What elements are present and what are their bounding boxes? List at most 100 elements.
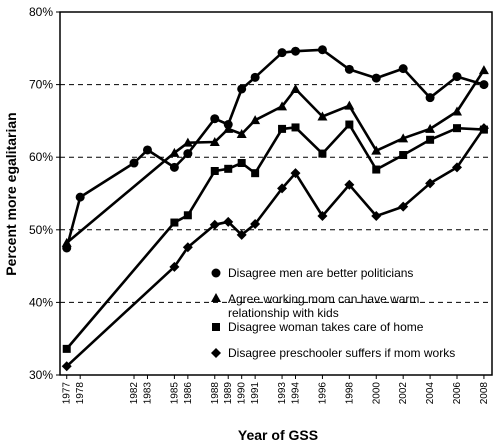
legend-label-woman-home: Disagree woman takes care of home: [228, 320, 424, 334]
legend-marker-triangle: [211, 293, 221, 302]
data-point-circle: [277, 48, 287, 58]
legend-entry-preschooler: Disagree preschooler suffers if mom work…: [211, 346, 455, 360]
plot-area-frame: [59, 11, 493, 376]
legend-marker-circle: [211, 268, 221, 278]
data-point-circle: [291, 46, 301, 56]
data-point-square: [210, 166, 219, 175]
data-point-triangle: [452, 106, 463, 116]
data-point-circle: [479, 80, 489, 90]
x-tick-label: 1988: [210, 382, 221, 405]
data-point-triangle: [371, 145, 382, 155]
series-layer: [61, 45, 489, 372]
x-tick-label: 1991: [250, 382, 261, 405]
series-line: [65, 48, 485, 249]
series-square: [62, 120, 488, 353]
data-point-square: [345, 120, 354, 129]
x-axis-title: Year of GSS: [238, 427, 318, 443]
data-point-diamond: [425, 178, 436, 189]
data-point-square: [372, 165, 381, 174]
data-point-circle: [250, 72, 260, 82]
data-point-triangle: [277, 101, 288, 111]
legend-label-preschooler: Disagree preschooler suffers if mom work…: [228, 346, 455, 360]
data-point-triangle: [169, 147, 180, 157]
data-point-triangle: [398, 133, 409, 143]
data-point-triangle: [236, 128, 247, 138]
data-point-circle: [183, 149, 193, 159]
data-point-square: [453, 124, 462, 133]
legend-marker-square: [212, 323, 220, 331]
x-tick-label: 1983: [142, 382, 153, 405]
x-tick-label: 1993: [277, 382, 288, 405]
data-point-square: [251, 169, 260, 178]
data-point-diamond: [236, 229, 247, 240]
x-tick-label: 1996: [317, 382, 328, 405]
y-tick-label: 50%: [29, 223, 53, 237]
legend-label-working-mom-line1: Agree working mom can have warm: [228, 292, 419, 306]
legend-label-working-mom-line2: relationship with kids: [228, 306, 339, 320]
x-tick-label: 1977: [62, 382, 73, 405]
x-tick-label: 2000: [371, 382, 382, 405]
x-tick-label: 1994: [291, 382, 302, 405]
y-tick-label: 70%: [29, 78, 53, 92]
data-point-circle: [129, 158, 139, 168]
legend-entry-working-mom: Agree working mom can have warm relation…: [211, 292, 419, 320]
x-tick-label: 2002: [398, 382, 409, 405]
legend-marker-diamond: [211, 348, 221, 358]
data-point-diamond: [169, 261, 180, 272]
data-point-diamond: [209, 219, 220, 230]
x-tick-label: 1990: [237, 382, 248, 405]
y-axis-ticks: 30% 40% 50% 60% 70% 80%: [29, 5, 60, 382]
x-tick-label: 1978: [75, 382, 86, 405]
legend-entry-politicians: Disagree men are better politicians: [211, 266, 413, 280]
data-point-diamond: [478, 123, 489, 134]
data-point-circle: [142, 145, 152, 155]
series-line: [65, 123, 484, 350]
data-point-triangle: [344, 100, 355, 110]
x-tick-label: 2008: [479, 382, 490, 405]
data-point-triangle: [61, 237, 72, 247]
data-point-circle: [452, 72, 462, 82]
data-point-triangle: [317, 111, 328, 121]
x-tick-label: 2004: [425, 382, 436, 405]
data-point-square: [170, 218, 179, 227]
data-point-triangle: [223, 123, 234, 133]
data-point-diamond: [344, 179, 355, 190]
data-point-square: [399, 151, 408, 160]
data-point-triangle: [290, 83, 301, 93]
legend-label-politicians: Disagree men are better politicians: [228, 266, 413, 280]
series-line: [65, 127, 485, 368]
data-point-square: [183, 211, 192, 220]
data-point-diamond: [182, 242, 193, 253]
data-point-triangle: [209, 136, 220, 146]
data-point-square: [318, 149, 327, 158]
y-tick-label: 30%: [29, 368, 53, 382]
data-point-diamond: [290, 168, 301, 179]
data-point-square: [278, 124, 287, 133]
data-point-diamond: [277, 183, 288, 194]
x-tick-label: 2006: [452, 382, 463, 405]
data-point-square: [291, 123, 300, 132]
x-tick-label: 1985: [169, 382, 180, 405]
x-tick-label: 1998: [344, 382, 355, 405]
legend: Disagree men are better politicians Agre…: [211, 266, 455, 360]
data-point-diamond: [398, 201, 409, 212]
data-point-diamond: [371, 211, 382, 222]
data-point-diamond: [452, 162, 463, 173]
data-point-square: [62, 344, 71, 353]
data-point-square: [426, 135, 435, 144]
data-point-triangle: [425, 123, 436, 133]
data-point-diamond: [61, 361, 72, 372]
data-point-circle: [75, 192, 85, 202]
y-axis-title: Percent more egalitarian: [3, 112, 19, 275]
data-point-triangle: [478, 65, 489, 75]
x-tick-label: 1986: [183, 382, 194, 405]
data-point-circle: [237, 84, 247, 94]
x-tick-label: 1982: [129, 382, 140, 405]
legend-entry-woman-home: Disagree woman takes care of home: [212, 320, 424, 334]
gridlines: [60, 84, 492, 303]
x-axis-ticks: 1977 1978 1982 1983 1985 1986 1988 1989 1990 1991…: [62, 375, 490, 404]
y-tick-label: 60%: [29, 150, 53, 164]
data-point-circle: [169, 162, 179, 172]
series-diamond: [61, 123, 489, 372]
x-tick-label: 1989: [223, 382, 234, 405]
